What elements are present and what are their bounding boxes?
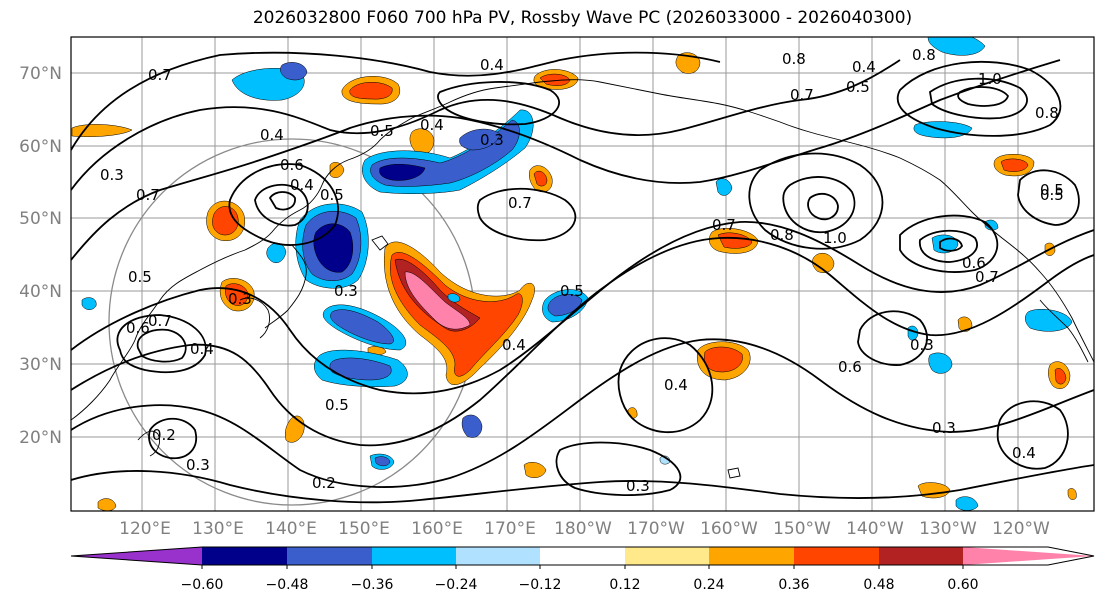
lon-label: 120°E: [119, 519, 171, 539]
lon-label: 160°E: [411, 519, 463, 539]
contour-label: 0.4: [480, 56, 504, 74]
contour-label: 0.7: [148, 312, 172, 330]
lon-label: 170°W: [627, 519, 685, 539]
contour-labels: 0.7 0.4 0.4 0.5 0.8 0.4 0.8 1.0 0.5 0.7 …: [100, 46, 1064, 495]
colorbar-segment: [372, 547, 456, 565]
map-title: 2026032800 F060 700 hPa PV, Rossby Wave …: [252, 8, 913, 28]
colorbar-extend-max: [963, 547, 1094, 565]
contour-label: 0.7: [508, 194, 532, 212]
latitude-labels: 70°N 60°N 50°N 40°N 30°N 20°N: [19, 64, 62, 448]
longitude-labels: 120°E 130°E 140°E 150°E 160°E 170°E 180°…: [119, 519, 1050, 539]
contour-label: 0.3: [480, 131, 504, 149]
colorbar-segment: [540, 547, 625, 565]
positive-anomalies: [71, 52, 1077, 511]
contour-label: 0.4: [852, 58, 876, 76]
contour-label: 0.3: [334, 282, 358, 300]
pv-contours: [71, 51, 1094, 504]
contour-label: 0.3: [910, 336, 934, 354]
lon-label: 130°E: [192, 519, 244, 539]
contour-label: 0.4: [502, 336, 526, 354]
contour-label: 0.6: [838, 358, 862, 376]
contour-label: 1.0: [823, 229, 847, 247]
colorbar-segment: [625, 547, 709, 565]
contour-label: 0.6: [126, 319, 150, 337]
lat-label: 40°N: [19, 282, 62, 302]
contour-label: 0.3: [932, 419, 956, 437]
colorbar-tick-label: −0.60: [181, 577, 224, 593]
colorbar-tick-label: −0.12: [519, 577, 562, 593]
contour-label: 0.4: [290, 176, 314, 194]
lat-label: 70°N: [19, 64, 62, 84]
negative-anomalies: [81, 37, 1073, 511]
contour-label: 0.4: [664, 376, 688, 394]
contour-label: 0.7: [148, 66, 172, 84]
contour-label: 0.4: [260, 126, 284, 144]
contour-label: 0.3: [228, 290, 252, 308]
contour-label: 0.8: [1035, 104, 1059, 122]
contour-label: 0.2: [312, 474, 336, 492]
colorbar-segment: [794, 547, 879, 565]
lon-label: 180°W: [554, 519, 612, 539]
contour-label: 0.2: [152, 426, 176, 444]
contour-label: 0.7: [790, 86, 814, 104]
colorbar-tick-label: 0.24: [693, 577, 724, 593]
lon-label: 170°E: [484, 519, 536, 539]
contour-label: 0.6: [280, 156, 304, 174]
colorbar-segment: [287, 547, 372, 565]
contour-label: 0.7: [975, 268, 999, 286]
lat-label: 30°N: [19, 355, 62, 375]
lat-label: 20°N: [19, 428, 62, 448]
colorbar-segment: [709, 547, 794, 565]
lon-label: 120°W: [992, 519, 1050, 539]
contour-label: 0.5: [560, 282, 584, 300]
contour-label: 0.5: [846, 78, 870, 96]
lon-label: 140°W: [846, 519, 904, 539]
contour-label: 0.5: [325, 396, 349, 414]
colorbar-tick-label: −0.36: [351, 577, 394, 593]
colorbar-tick-label: 0.36: [778, 577, 809, 593]
contour-label: 0.3: [100, 166, 124, 184]
contour-label: 0.7: [136, 186, 160, 204]
contour-label: 0.8: [782, 50, 806, 68]
contour-label: 0.8: [770, 226, 794, 244]
contour-label: 0.5: [320, 186, 344, 204]
contour-label: 0.4: [420, 116, 444, 134]
lon-label: 130°W: [919, 519, 977, 539]
colorbar-tick-label: 0.48: [863, 577, 894, 593]
contour-label: 0.5: [128, 268, 152, 286]
contour-label: 0.4: [190, 340, 214, 358]
colorbar-segment: [879, 547, 963, 565]
colorbar-segment: [202, 547, 287, 565]
lon-label: 150°E: [338, 519, 390, 539]
colorbar-tick-label: −0.48: [266, 577, 309, 593]
contour-label: 0.5: [370, 122, 394, 140]
colorbar-segment: [456, 547, 540, 565]
lon-label: 140°E: [265, 519, 317, 539]
contour-label: 0.6: [962, 254, 986, 272]
lon-label: 150°W: [773, 519, 831, 539]
contour-label: 0.5: [1040, 181, 1064, 199]
colorbar-extend-min: [71, 547, 202, 565]
lon-label: 160°W: [700, 519, 758, 539]
colorbar-tick-label: 0.12: [609, 577, 640, 593]
lat-label: 50°N: [19, 209, 62, 229]
contour-label: 1.0: [978, 70, 1002, 88]
colorbar-tick-label: −0.24: [435, 577, 478, 593]
contour-label: 0.7: [712, 216, 736, 234]
contour-label: 0.4: [1012, 444, 1036, 462]
coastlines: [71, 79, 1094, 479]
map-panel: 0.7 0.4 0.4 0.5 0.8 0.4 0.8 1.0 0.5 0.7 …: [70, 36, 1095, 512]
contour-label: 0.8: [912, 46, 936, 64]
contour-label: 0.3: [186, 456, 210, 474]
colorbar-tick-label: 0.60: [947, 577, 978, 593]
lat-label: 60°N: [19, 137, 62, 157]
colorbar-tick-labels: −0.60 −0.48 −0.36 −0.24 −0.12 0.12 0.24 …: [181, 577, 979, 593]
contour-label: 0.3: [626, 477, 650, 495]
contour-label: 0.5: [1040, 186, 1064, 204]
colorbar: [70, 546, 1095, 569]
